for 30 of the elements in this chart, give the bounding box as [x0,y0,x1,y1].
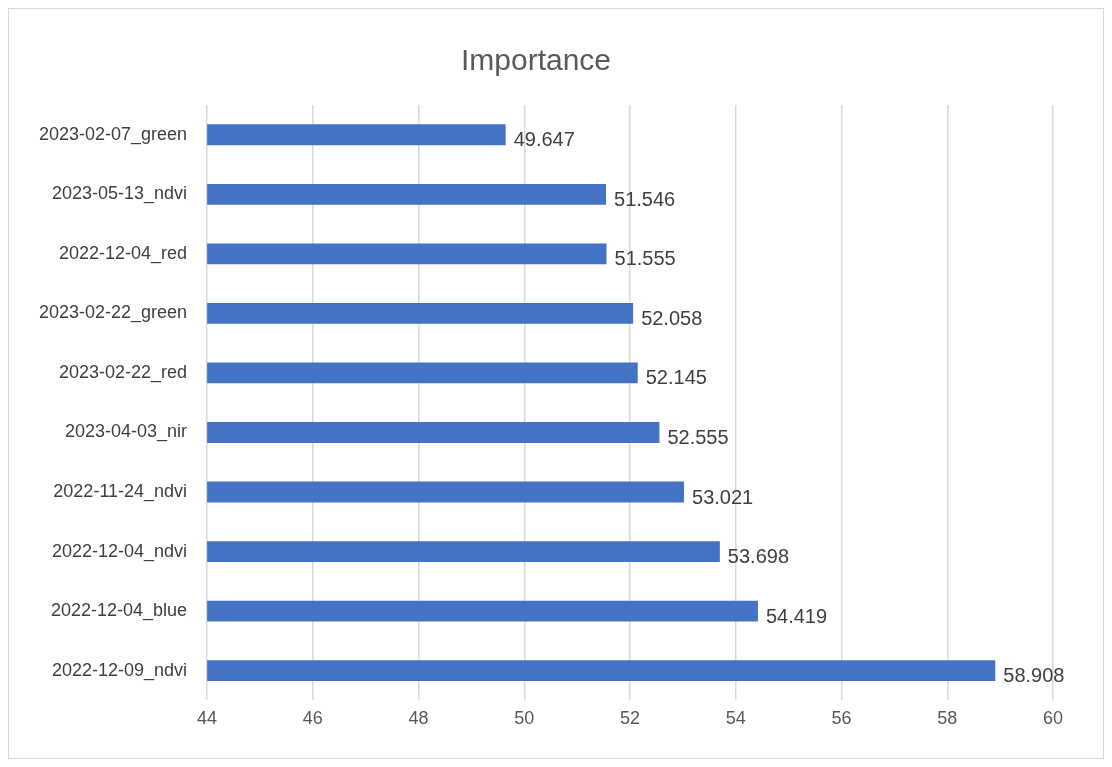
y-tick-label: 2022-12-04_red [59,242,188,264]
x-tick-label: 48 [408,708,429,729]
data-label: 52.555 [667,425,729,448]
x-tick-label: 50 [514,708,535,729]
y-tick-label: 2023-05-13_ndvi [52,183,188,205]
data-label: 58.908 [1003,664,1065,687]
x-tick-label: 54 [725,708,746,729]
y-tick-label: 2022-12-04_blue [51,600,188,622]
x-tick-label: 52 [620,708,641,729]
x-tick-label: 56 [831,708,852,729]
y-tick-label: 2022-11-24_ndvi [53,480,188,502]
data-label: 52.058 [641,306,703,329]
data-label: 53.021 [692,485,754,508]
data-label: 51.555 [614,247,676,270]
data-label: 49.647 [513,128,575,151]
data-label: 52.145 [645,366,707,389]
y-tick-label: 2022-12-09_ndvi [52,659,188,681]
x-tick-label: 58 [937,708,958,729]
data-label: 53.698 [727,545,789,568]
y-tick-label: 2022-12-04_ndvi [52,540,188,562]
data-label: 54.419 [765,604,828,627]
data-label: 51.546 [614,187,676,210]
y-tick-label: 2023-04-03_nir [65,421,188,443]
y-tick-label: 2023-02-07_green [39,123,188,145]
y-tick-label: 2023-02-22_green [39,302,188,324]
x-tick-label: 46 [302,708,323,729]
chart-title: Importance [460,43,612,77]
x-tick-label: 44 [197,708,218,729]
y-tick-label: 2023-02-22_red [59,361,188,383]
x-tick-label: 60 [1042,708,1064,729]
